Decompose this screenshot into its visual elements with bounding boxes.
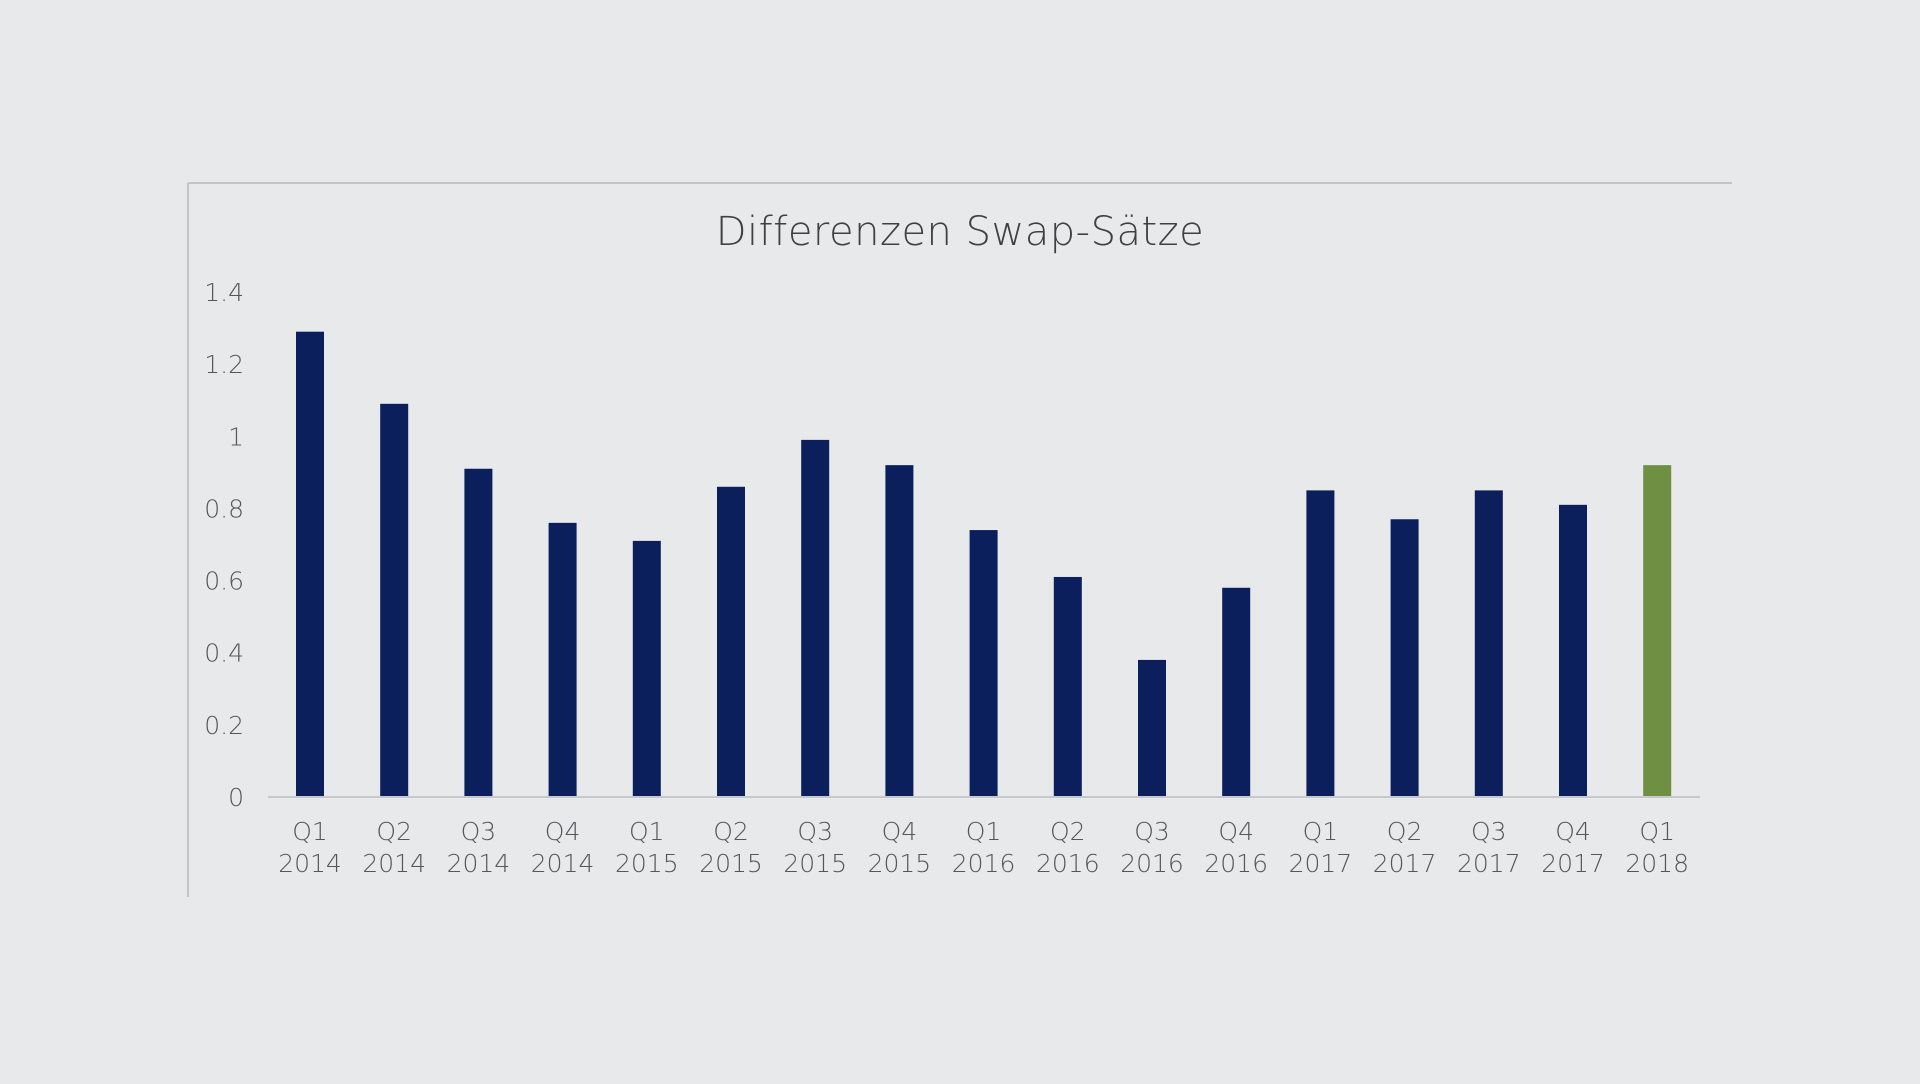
bar (548, 522, 577, 797)
x-tick-quarter: Q3 (1134, 817, 1170, 846)
y-tick-label: 1 (228, 422, 244, 451)
bar (969, 530, 998, 797)
bar (296, 331, 324, 797)
x-tick-quarter: Q3 (461, 817, 497, 846)
x-axis: Q1 2014 Q2 2014 Q3 2014 Q4 2014 Q1 2015 Q2 2015 Q3 20… (278, 817, 1689, 878)
x-tick-year: 2015 (615, 849, 679, 878)
x-tick-year: 2014 (447, 849, 511, 878)
y-tick-label: 1.4 (204, 278, 244, 307)
x-tick-label: Q1 2018 (1625, 817, 1689, 878)
x-tick-label: Q2 2016 (1036, 817, 1100, 878)
bar (717, 486, 745, 797)
y-tick-label: 0.6 (204, 567, 244, 596)
bar (1643, 465, 1672, 797)
y-tick-label: 0.2 (204, 711, 244, 740)
bar (1053, 576, 1082, 797)
bar (885, 465, 914, 797)
x-tick-label: Q4 2015 (868, 817, 932, 878)
y-tick-label: 0.4 (204, 639, 244, 668)
x-tick-label: Q3 2014 (447, 817, 511, 878)
x-tick-year: 2014 (531, 849, 595, 878)
bar (1390, 519, 1419, 797)
x-tick-quarter: Q2 (1387, 817, 1423, 846)
x-tick-year: 2015 (699, 849, 763, 878)
x-tick-year: 2017 (1457, 849, 1521, 878)
x-tick-label: Q1 2017 (1289, 817, 1353, 878)
x-tick-quarter: Q1 (629, 817, 665, 846)
x-tick-quarter: Q1 (1303, 817, 1339, 846)
x-tick-quarter: Q1 (292, 817, 328, 846)
x-tick-year: 2016 (1204, 849, 1268, 878)
chart-title: Differenzen Swap-Sätze (716, 209, 1205, 255)
bar (1306, 490, 1335, 797)
x-tick-label: Q4 2017 (1541, 817, 1605, 878)
x-tick-year: 2018 (1625, 849, 1689, 878)
x-tick-year: 2017 (1289, 849, 1353, 878)
bar (1222, 587, 1251, 797)
bar (464, 468, 493, 797)
x-tick-year: 2016 (1036, 849, 1100, 878)
x-tick-quarter: Q4 (882, 817, 918, 846)
x-tick-year: 2016 (952, 849, 1016, 878)
x-tick-label: Q3 2017 (1457, 817, 1521, 878)
x-tick-quarter: Q4 (1218, 817, 1254, 846)
x-tick-year: 2015 (868, 849, 932, 878)
x-tick-quarter: Q3 (797, 817, 833, 846)
x-tick-label: Q1 2015 (615, 817, 679, 878)
y-tick-label: 0.8 (204, 494, 244, 523)
x-tick-label: Q1 2016 (952, 817, 1016, 878)
bar (1559, 504, 1587, 797)
x-tick-label: Q3 2016 (1120, 817, 1184, 878)
bar (632, 540, 661, 797)
x-tick-label: Q2 2015 (699, 817, 763, 878)
x-tick-quarter: Q1 (966, 817, 1002, 846)
x-tick-label: Q2 2017 (1373, 817, 1437, 878)
x-tick-quarter: Q4 (545, 817, 581, 846)
x-tick-quarter: Q3 (1471, 817, 1507, 846)
x-tick-label: Q3 2015 (783, 817, 847, 878)
x-tick-quarter: Q4 (1555, 817, 1591, 846)
x-tick-quarter: Q2 (1050, 817, 1086, 846)
x-tick-label: Q1 2014 (278, 817, 342, 878)
y-axis: 0 0.2 0.4 0.6 0.8 1 1.2 1.4 (204, 278, 244, 812)
x-tick-quarter: Q2 (713, 817, 749, 846)
x-tick-year: 2014 (278, 849, 342, 878)
x-tick-label: Q4 2016 (1204, 817, 1268, 878)
bar (1138, 659, 1166, 797)
bar (380, 403, 409, 797)
x-tick-quarter: Q1 (1639, 817, 1675, 846)
x-tick-label: Q4 2014 (531, 817, 595, 878)
y-tick-label: 0 (228, 783, 244, 812)
x-tick-year: 2017 (1373, 849, 1437, 878)
x-tick-label: Q2 2014 (362, 817, 426, 878)
x-tick-year: 2017 (1541, 849, 1605, 878)
x-tick-year: 2016 (1120, 849, 1184, 878)
bar-series (296, 331, 1672, 797)
x-tick-quarter: Q2 (376, 817, 412, 846)
y-tick-label: 1.2 (204, 350, 244, 379)
x-tick-year: 2015 (783, 849, 847, 878)
x-tick-year: 2014 (362, 849, 426, 878)
bar (801, 439, 830, 797)
bar (1474, 490, 1503, 797)
